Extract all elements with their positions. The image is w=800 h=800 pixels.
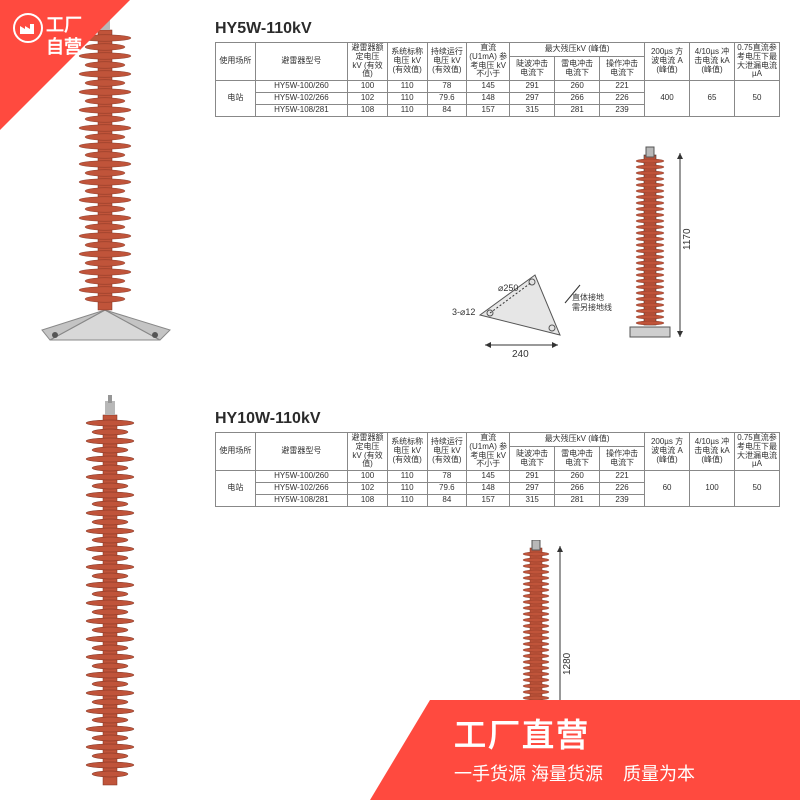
dim-diag-hy5w: ⌀250: [498, 283, 518, 293]
title-hy5w: HY5W-110kV: [215, 20, 312, 38]
badge-line2: 自营: [46, 37, 82, 57]
spec-table-hy10w: 使用场所避雷器型号避雷器额定电压 kV (有效值)系统标称电压 kV (有效值)…: [215, 432, 780, 507]
arrester-hy10w-photo: [55, 395, 165, 795]
dim-base-hy5w: 240: [512, 349, 529, 360]
dimension-drawing-hy5w: 1170 ⌀250 3-⌀12 240 直体接地 需另接地线: [420, 145, 750, 360]
badge-factory-direct: 工厂 自营: [0, 0, 130, 130]
dim-note-hy5w: 直体接地: [572, 292, 604, 302]
dim-height-hy10w: 1280: [562, 652, 573, 675]
banner-big: 工厂直营: [454, 710, 784, 756]
dim-height-hy5w: 1170: [682, 228, 693, 250]
banner-small: 一手货源 海量货源: [454, 764, 603, 784]
factory-direct-icon: [12, 12, 44, 44]
spec-table-hy5w: 使用场所避雷器型号避雷器额定电压 kV (有效值)系统标称电压 kV (有效值)…: [215, 42, 780, 117]
banner-factory-direct: 工厂直营 一手货源 海量货源 质量为本: [430, 700, 800, 800]
banner-right: 质量为本: [623, 764, 695, 784]
badge-line1: 工厂: [46, 15, 82, 35]
dim-bolt-hy5w: 3-⌀12: [452, 307, 475, 317]
title-hy10w: HY10W-110kV: [215, 410, 321, 428]
svg-text:需另接地线: 需另接地线: [572, 302, 612, 312]
